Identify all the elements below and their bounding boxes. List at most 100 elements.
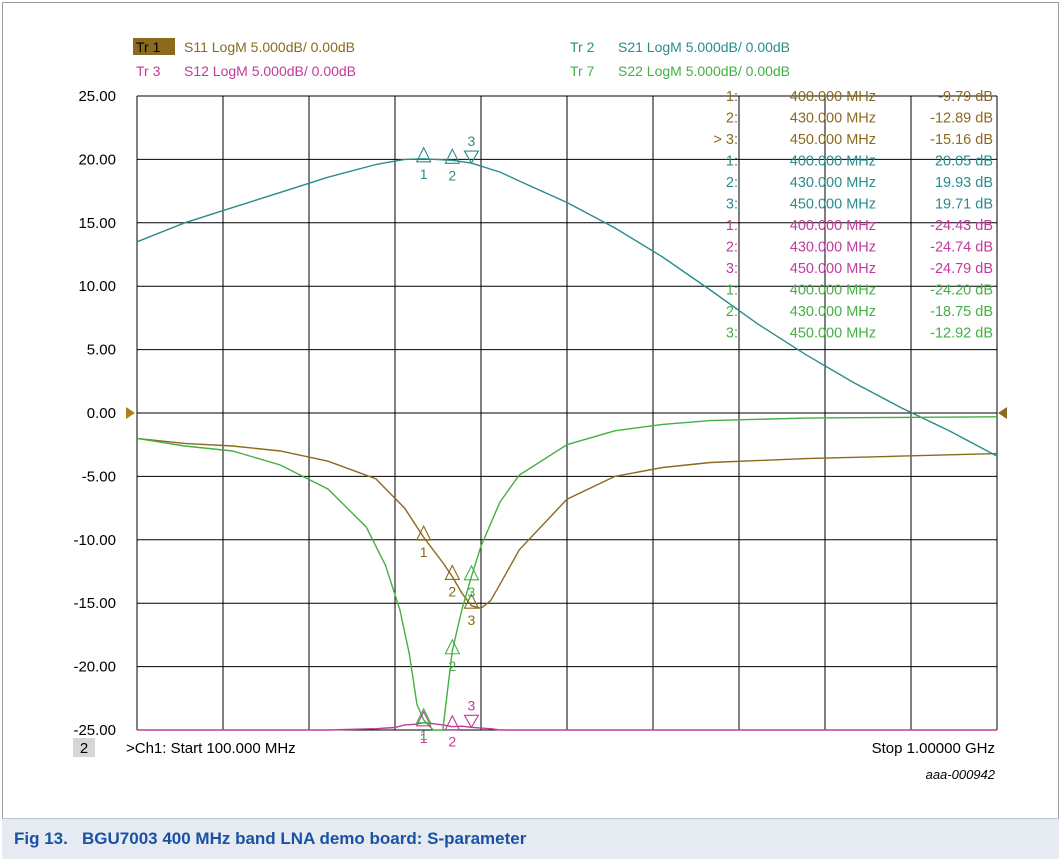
marker-label-s21: 2 bbox=[448, 167, 456, 183]
figure-id: aaa-000942 bbox=[926, 767, 996, 782]
marker-row-frequency: 450.000 MHz bbox=[790, 261, 876, 277]
marker-row-value: -12.89 dB bbox=[930, 111, 993, 127]
grid bbox=[136, 95, 998, 731]
marker-row-number: 2: bbox=[726, 304, 738, 320]
y-tick-label: -10.00 bbox=[73, 532, 116, 549]
marker-label-s12: 1 bbox=[420, 730, 428, 746]
marker-row-frequency: 450.000 MHz bbox=[790, 326, 876, 342]
marker-row-number: 2: bbox=[726, 240, 738, 256]
marker-row-frequency: 400.000 MHz bbox=[790, 218, 876, 234]
start-frequency: >Ch1: Start 100.000 MHz bbox=[126, 740, 296, 757]
marker-label-s22: 1 bbox=[420, 727, 428, 743]
footer: 2 >Ch1: Start 100.000 MHz Stop 1.00000 G… bbox=[73, 738, 996, 782]
reference-level-right-arrow bbox=[998, 407, 1007, 419]
trace-desc-tr2: S21 LogM 5.000dB/ 0.00dB bbox=[618, 39, 790, 55]
trace-desc-tr7: S22 LogM 5.000dB/ 0.00dB bbox=[618, 63, 790, 79]
marker-triangle-s11 bbox=[444, 564, 461, 580]
marker-row-value: -24.79 dB bbox=[930, 261, 993, 277]
marker-row-value: 19.93 dB bbox=[935, 175, 993, 191]
y-tick-label: -15.00 bbox=[73, 595, 116, 612]
marker-label-s12: 2 bbox=[448, 734, 456, 750]
marker-row-number: 1: bbox=[726, 218, 738, 234]
y-tick-label: 15.00 bbox=[78, 215, 116, 232]
marker-triangle-s22 bbox=[444, 638, 461, 655]
reference-level-left-arrow bbox=[126, 407, 135, 419]
marker-row-value: -12.92 dB bbox=[930, 326, 993, 342]
marker-row-number: 1: bbox=[726, 154, 738, 170]
marker-label-s21: 1 bbox=[420, 166, 428, 182]
y-tick-label: 25.00 bbox=[78, 88, 116, 105]
marker-triangle-s11 bbox=[463, 592, 480, 609]
marker-triangle-s11 bbox=[415, 524, 432, 541]
reference-arrows bbox=[126, 407, 1007, 419]
channel-badge: 2 bbox=[80, 740, 88, 757]
marker-row-number: 2: bbox=[726, 111, 738, 127]
marker-row-frequency: 400.000 MHz bbox=[790, 283, 876, 299]
marker-triangle-s12 bbox=[463, 714, 480, 729]
marker-row-frequency: 450.000 MHz bbox=[790, 197, 876, 213]
trace-tag-tr1: Tr 1 bbox=[136, 39, 161, 55]
y-tick-label: 10.00 bbox=[78, 278, 116, 295]
marker-row-number: 1: bbox=[726, 283, 738, 299]
marker-row-frequency: 450.000 MHz bbox=[790, 132, 876, 148]
marker-row-value: -15.16 dB bbox=[930, 132, 993, 148]
marker-triangle-s12 bbox=[444, 714, 461, 731]
s-parameter-chart: 25.00 20.00 15.00 10.00 5.00 0.00 -5.00 -10.00 -… bbox=[73, 38, 1007, 782]
marker-row-value: -24.20 dB bbox=[930, 283, 993, 299]
trace-tag-tr2: Tr 2 bbox=[570, 39, 595, 55]
y-tick-label: -5.00 bbox=[82, 468, 116, 485]
marker-triangle-s21 bbox=[463, 150, 480, 165]
marker-triangle-s21 bbox=[444, 148, 461, 164]
marker-triangle-s21 bbox=[415, 146, 432, 163]
marker-row-value: -18.75 dB bbox=[930, 304, 993, 320]
marker-row-frequency: 400.000 MHz bbox=[790, 89, 876, 105]
y-tick-label: -20.00 bbox=[73, 659, 116, 676]
marker-row-number: 3: bbox=[726, 326, 738, 342]
trace-s22 bbox=[136, 416, 998, 731]
traces bbox=[136, 158, 998, 731]
marker-row-frequency: 430.000 MHz bbox=[790, 111, 876, 127]
marker-label-s11: 3 bbox=[468, 612, 476, 628]
marker-row-value: -24.74 dB bbox=[930, 240, 993, 256]
marker-row-number: 3: bbox=[726, 261, 738, 277]
caption-bar: Fig 13. BGU7003 400 MHz band LNA demo bo… bbox=[2, 818, 1059, 859]
y-tick-label: -25.00 bbox=[73, 722, 116, 739]
marker-row-number: 1: bbox=[726, 89, 738, 105]
y-tick-label: 5.00 bbox=[87, 342, 116, 359]
marker-row-value: 19.71 dB bbox=[935, 197, 993, 213]
marker-row-frequency: 430.000 MHz bbox=[790, 175, 876, 191]
trace-desc-tr3: S12 LogM 5.000dB/ 0.00dB bbox=[184, 63, 356, 79]
marker-table: 1: 400.000 MHz -9.79 dB 2: 430.000 MHz -12.89… bbox=[713, 89, 993, 342]
channel-badge-box bbox=[73, 738, 95, 757]
marker-triangle-s22 bbox=[463, 564, 480, 581]
marker-row-value: 20.05 dB bbox=[935, 154, 993, 170]
y-tick-labels: 25.00 20.00 15.00 10.00 5.00 0.00 -5.00 -10.00 -… bbox=[73, 88, 116, 739]
marker-label-s11: 2 bbox=[448, 583, 456, 599]
trace-headers: Tr 1 S11 LogM 5.000dB/ 0.00dB Tr 2 S21 LogM… bbox=[133, 38, 790, 79]
marker-row-frequency: 430.000 MHz bbox=[790, 240, 876, 256]
marker-row-number: 3: bbox=[726, 197, 738, 213]
marker-row-frequency: 430.000 MHz bbox=[790, 304, 876, 320]
figure-caption: Fig 13. BGU7003 400 MHz band LNA demo bo… bbox=[14, 829, 527, 848]
marker-label-s21: 3 bbox=[468, 133, 476, 149]
trace-desc-tr1: S11 LogM 5.000dB/ 0.00dB bbox=[184, 39, 355, 55]
trace-s21 bbox=[136, 158, 998, 457]
marker-row-value: -24.43 dB bbox=[930, 218, 993, 234]
trace-tag-tr3: Tr 3 bbox=[136, 63, 161, 79]
marker-row-number: > 3: bbox=[713, 132, 738, 148]
marker-row-number: 2: bbox=[726, 175, 738, 191]
stop-frequency: Stop 1.00000 GHz bbox=[872, 740, 995, 757]
marker-triangle-s22 bbox=[415, 707, 432, 724]
y-tick-label: 20.00 bbox=[78, 151, 116, 168]
marker-row-frequency: 400.000 MHz bbox=[790, 154, 876, 170]
marker-row-value: -9.79 dB bbox=[938, 89, 993, 105]
y-tick-label: 0.00 bbox=[87, 405, 116, 422]
marker-label-s12: 3 bbox=[468, 697, 476, 713]
active-trace-highlight bbox=[133, 38, 175, 55]
trace-tag-tr7: Tr 7 bbox=[570, 63, 595, 79]
marker-triangle-s12 bbox=[415, 710, 432, 727]
marker-label-s22: 3 bbox=[468, 584, 476, 600]
trace-s11 bbox=[136, 437, 998, 610]
marker-label-s11: 1 bbox=[420, 544, 428, 560]
